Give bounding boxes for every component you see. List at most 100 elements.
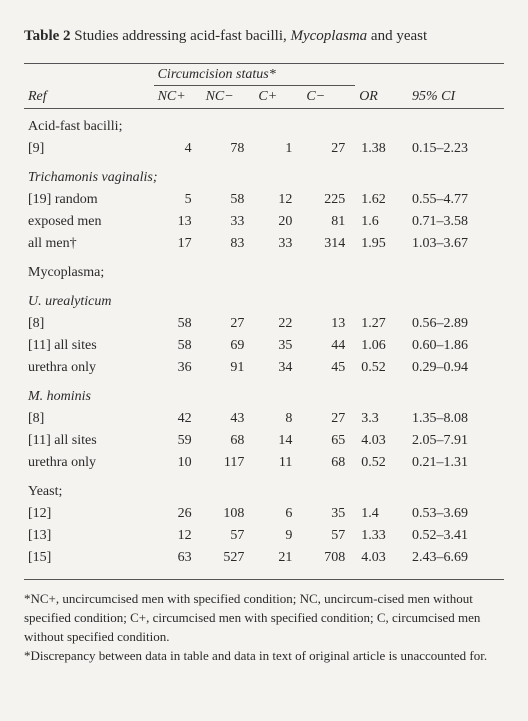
cell-c-minus: 45	[302, 357, 355, 379]
footnotes: *NC+, uncircumcised men with specified c…	[24, 590, 504, 665]
cell-nc-plus: 58	[154, 335, 202, 357]
cell-nc-minus: 58	[202, 189, 255, 211]
table-row: [13]12579571.330.52–3.41	[24, 525, 504, 547]
cell-nc-minus: 108	[202, 503, 255, 525]
header-spanner: Circumcision status*	[154, 64, 356, 86]
cell-or: 1.38	[355, 138, 408, 160]
cell-c-plus: 35	[254, 335, 302, 357]
cell-ci: 0.21–1.31	[408, 452, 504, 474]
header-ncminus: NC−	[202, 86, 255, 109]
table-caption: Table 2 Studies addressing acid-fast bac…	[24, 28, 504, 45]
section-label: Trichamonis vaginalis;	[24, 160, 504, 189]
cell-c-plus: 20	[254, 211, 302, 233]
cell-or: 1.33	[355, 525, 408, 547]
cell-ci: 0.53–3.69	[408, 503, 504, 525]
caption-text-b: and yeast	[367, 28, 427, 44]
cell-nc-plus: 58	[154, 313, 202, 335]
cell-nc-minus: 27	[202, 313, 255, 335]
cell-nc-minus: 527	[202, 547, 255, 569]
table-row: [12]261086351.40.53–3.69	[24, 503, 504, 525]
cell-c-minus: 27	[302, 138, 355, 160]
cell-nc-plus: 59	[154, 430, 202, 452]
footnote-b: *Discrepancy between data in table and d…	[24, 647, 504, 666]
header-ref: Ref	[24, 86, 154, 109]
cell-ci: 0.56–2.89	[408, 313, 504, 335]
cell-ci: 0.60–1.86	[408, 335, 504, 357]
table-row: exposed men133320811.60.71–3.58	[24, 211, 504, 233]
cell-nc-minus: 117	[202, 452, 255, 474]
cell-c-minus: 35	[302, 503, 355, 525]
cell-nc-plus: 12	[154, 525, 202, 547]
cell-nc-plus: 36	[154, 357, 202, 379]
caption-italic: Mycoplasma	[291, 28, 368, 44]
cell-c-minus: 27	[302, 408, 355, 430]
cell-c-plus: 33	[254, 233, 302, 255]
cell-nc-minus: 68	[202, 430, 255, 452]
cell-ref: [19] random	[24, 189, 154, 211]
cell-c-plus: 8	[254, 408, 302, 430]
cell-ref: [13]	[24, 525, 154, 547]
cell-ref: [12]	[24, 503, 154, 525]
cell-c-minus: 708	[302, 547, 355, 569]
cell-c-plus: 21	[254, 547, 302, 569]
cell-or: 0.52	[355, 452, 408, 474]
cell-c-plus: 9	[254, 525, 302, 547]
cell-nc-minus: 69	[202, 335, 255, 357]
cell-nc-minus: 43	[202, 408, 255, 430]
table-row: all men†1783333141.951.03–3.67	[24, 233, 504, 255]
cell-or: 3.3	[355, 408, 408, 430]
table-row: [9]4781271.380.15–2.23	[24, 138, 504, 160]
cell-ci: 1.03–3.67	[408, 233, 504, 255]
cell-or: 1.62	[355, 189, 408, 211]
cell-c-minus: 44	[302, 335, 355, 357]
cell-ci: 2.05–7.91	[408, 430, 504, 452]
cell-ci: 0.29–0.94	[408, 357, 504, 379]
cell-nc-minus: 33	[202, 211, 255, 233]
table-row: [11] all sites586935441.060.60–1.86	[24, 335, 504, 357]
cell-c-plus: 14	[254, 430, 302, 452]
cell-nc-plus: 5	[154, 189, 202, 211]
header-ci: 95% CI	[408, 86, 504, 109]
cell-c-minus: 65	[302, 430, 355, 452]
cell-ref: urethra only	[24, 357, 154, 379]
cell-ref: exposed men	[24, 211, 154, 233]
header-cminus: C−	[302, 86, 355, 109]
cell-c-plus: 11	[254, 452, 302, 474]
cell-nc-plus: 4	[154, 138, 202, 160]
table-row: [15]63527217084.032.43–6.69	[24, 547, 504, 569]
cell-c-minus: 68	[302, 452, 355, 474]
cell-or: 1.95	[355, 233, 408, 255]
cell-nc-plus: 17	[154, 233, 202, 255]
cell-ref: [8]	[24, 408, 154, 430]
cell-ref: urethra only	[24, 452, 154, 474]
table-row: [19] random558122251.620.55–4.77	[24, 189, 504, 211]
cell-nc-minus: 91	[202, 357, 255, 379]
cell-or: 4.03	[355, 547, 408, 569]
cell-c-minus: 81	[302, 211, 355, 233]
cell-nc-plus: 10	[154, 452, 202, 474]
cell-ci: 2.43–6.69	[408, 547, 504, 569]
header-ncplus: NC+	[154, 86, 202, 109]
cell-c-minus: 225	[302, 189, 355, 211]
cell-nc-minus: 57	[202, 525, 255, 547]
table-row: urethra only1011711680.520.21–1.31	[24, 452, 504, 474]
cell-ci: 1.35–8.08	[408, 408, 504, 430]
cell-ci: 0.71–3.58	[408, 211, 504, 233]
caption-text-a: Studies addressing acid-fast bacilli,	[74, 28, 290, 44]
cell-ref: [9]	[24, 138, 154, 160]
data-table: Circumcision status* Ref NC+ NC− C+ C− O…	[24, 64, 504, 569]
cell-ref: all men†	[24, 233, 154, 255]
cell-c-plus: 34	[254, 357, 302, 379]
cell-ref: [8]	[24, 313, 154, 335]
cell-c-minus: 13	[302, 313, 355, 335]
cell-nc-plus: 42	[154, 408, 202, 430]
table-label: Table 2	[24, 28, 71, 44]
bottom-rule	[24, 579, 504, 580]
table-body: Acid-fast bacilli;[9]4781271.380.15–2.23…	[24, 108, 504, 569]
cell-or: 0.52	[355, 357, 408, 379]
cell-nc-plus: 13	[154, 211, 202, 233]
section-label: Yeast;	[24, 474, 504, 503]
section-label: Acid-fast bacilli;	[24, 109, 504, 138]
cell-nc-plus: 26	[154, 503, 202, 525]
cell-nc-minus: 83	[202, 233, 255, 255]
